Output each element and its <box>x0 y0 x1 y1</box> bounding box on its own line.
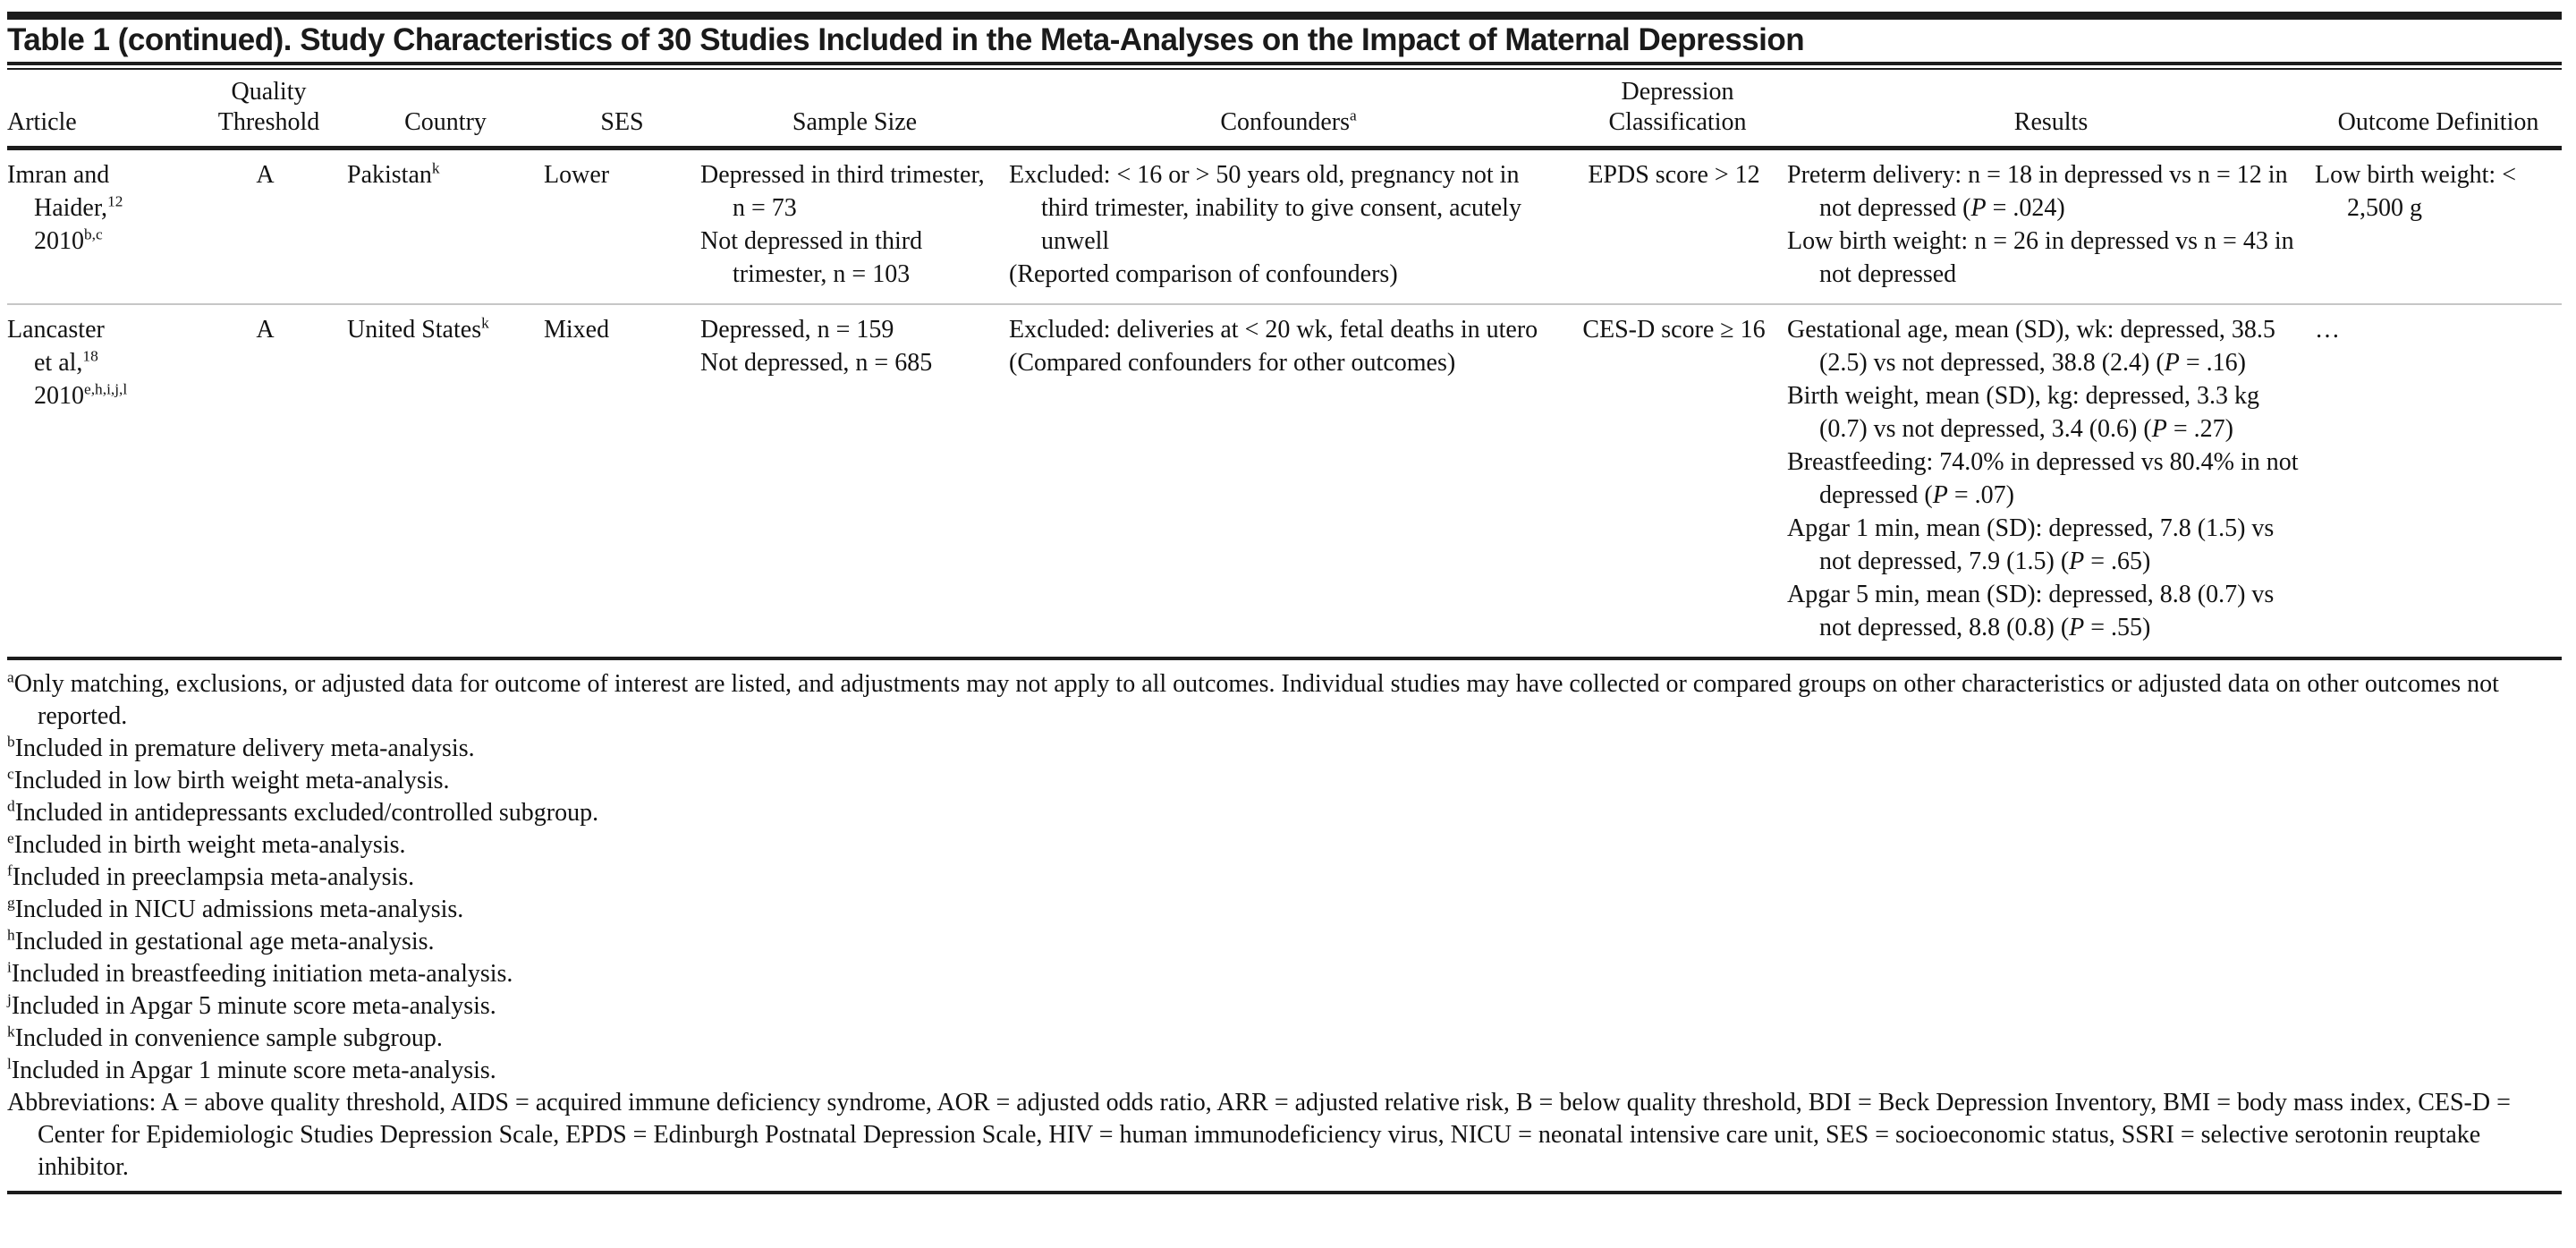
sample-size-entry: Depressed in third trimester, n = 73 <box>700 161 985 222</box>
confounders-entry: Excluded: deliveries at < 20 wk, fetal d… <box>1009 316 1538 344</box>
cell-ses: Lower <box>544 161 610 189</box>
article-line: et al,18 <box>34 347 98 377</box>
cell-quality-threshold: A <box>256 161 275 189</box>
column-header-outcome-definition: Outcome Definition <box>2315 70 2562 150</box>
table-title: Table 1 (continued). Study Characteristi… <box>7 22 1805 57</box>
footnote-k: kIncluded in convenience sample subgroup… <box>7 1023 443 1052</box>
column-header-confounders: Confoundersa <box>1009 70 1568 150</box>
page-root: Table 1 (continued). Study Characteristi… <box>0 12 2576 1248</box>
footnotes-section: aOnly matching, exclusions, or adjusted … <box>7 668 2562 1184</box>
results-entry: Apgar 5 min, mean (SD): depressed, 8.8 (… <box>1787 581 2275 641</box>
column-header-article: Article <box>7 70 191 150</box>
footnote-i: iIncluded in breastfeeding initiation me… <box>7 958 513 988</box>
bottom-rule <box>7 1191 2562 1194</box>
results-entry: Apgar 1 min, mean (SD): depressed, 7.8 (… <box>1787 514 2275 575</box>
cell-confounders: Excluded: < 16 or > 50 years old, pregna… <box>1009 149 1568 305</box>
table-header: Article Quality Threshold Country SES Sa… <box>7 70 2562 150</box>
cell-quality-threshold: A <box>191 303 347 658</box>
article-line: Haider,12 <box>34 192 123 222</box>
cell-results: Preterm delivery: n = 18 in depressed vs… <box>1787 149 2315 305</box>
article-line: 2010b,c <box>34 225 103 255</box>
column-header-quality-threshold: Quality Threshold <box>191 70 347 150</box>
abbreviations-note: Abbreviations: A = above quality thresho… <box>7 1089 2511 1181</box>
article-line: Lancaster <box>7 316 105 344</box>
cell-outcome-definition: Low birth weight: < 2,500 g <box>2315 149 2562 305</box>
sample-size-entry: Not depressed in third trimester, n = 10… <box>700 227 923 288</box>
footnote-c: cIncluded in low birth weight meta-analy… <box>7 765 450 794</box>
results-entry: Preterm delivery: n = 18 in depressed vs… <box>1787 161 2288 222</box>
title-double-rule <box>7 62 2562 70</box>
footnote-h: hIncluded in gestational age meta-analys… <box>7 926 435 955</box>
results-entry: Breastfeeding: 74.0% in depressed vs 80.… <box>1787 448 2299 509</box>
study-characteristics-table: Article Quality Threshold Country SES Sa… <box>7 70 2562 660</box>
column-header-country: Country <box>347 70 544 150</box>
column-header-results: Results <box>1787 70 2315 150</box>
column-header-ses: SES <box>544 70 700 150</box>
cell-depression-classification: CES-D score ≥ 16 <box>1568 303 1787 658</box>
sample-size-entry: Not depressed, n = 685 <box>700 349 933 377</box>
cell-depression-classification: EPDS score > 12 <box>1588 161 1760 189</box>
cell-sample-size: Depressed, n = 159 Not depressed, n = 68… <box>700 303 1009 658</box>
confounders-entry: (Reported comparison of confounders) <box>1009 260 1398 288</box>
header-row: Article Quality Threshold Country SES Sa… <box>7 70 2562 150</box>
cell-article: Imran and Haider,12 2010b,c <box>7 149 191 305</box>
footnote-e: eIncluded in birth weight meta-analysis. <box>7 829 406 859</box>
sample-size-entry: Depressed, n = 159 <box>700 316 894 344</box>
cell-ses: Mixed <box>544 303 700 658</box>
footnote-b: bIncluded in premature delivery meta-ana… <box>7 733 475 762</box>
cell-results: Gestational age, mean (SD), wk: depresse… <box>1787 303 2315 658</box>
table-row-lancaster: Lancaster et al,18 2010e,h,i,j,l A Unite… <box>7 303 2562 658</box>
article-line: 2010e,h,i,j,l <box>34 380 128 410</box>
footnote-l: lIncluded in Apgar 1 minute score meta-a… <box>7 1055 496 1084</box>
cell-country: United Statesk <box>347 303 544 658</box>
cell-article: Lancaster et al,18 2010e,h,i,j,l <box>7 303 191 658</box>
article-line: Imran and <box>7 161 110 189</box>
column-header-depression-classification: Depression Classification <box>1568 70 1787 150</box>
results-entry: Low birth weight: n = 26 in depressed vs… <box>1787 227 2294 288</box>
cell-sample-size: Depressed in third trimester, n = 73 Not… <box>700 149 1009 305</box>
cell-outcome-definition: … <box>2315 303 2562 658</box>
top-rule-bar <box>7 12 2562 20</box>
cell-confounders: Excluded: deliveries at < 20 wk, fetal d… <box>1009 303 1568 658</box>
footnote-j: jIncluded in Apgar 5 minute score meta-a… <box>7 990 496 1020</box>
footnote-a: aOnly matching, exclusions, or adjusted … <box>7 668 2499 730</box>
confounders-entry: Excluded: < 16 or > 50 years old, pregna… <box>1009 161 1521 255</box>
outcome-definition-entry: Low birth weight: < 2,500 g <box>2315 161 2516 222</box>
table-row-imran-haider: Imran and Haider,12 2010b,c A Pakistank … <box>7 149 2562 305</box>
results-entry: Gestational age, mean (SD), wk: depresse… <box>1787 316 2275 377</box>
footnote-g: gIncluded in NICU admissions meta-analys… <box>7 894 464 923</box>
outcome-definition-entry: … <box>2315 316 2340 344</box>
confounders-entry: (Compared confounders for other outcomes… <box>1009 349 1456 377</box>
column-header-sample-size: Sample Size <box>700 70 1009 150</box>
footnote-d: dIncluded in antidepressants excluded/co… <box>7 797 599 827</box>
results-entry: Birth weight, mean (SD), kg: depressed, … <box>1787 382 2260 443</box>
cell-country: Pakistank <box>347 159 440 189</box>
footnote-f: fIncluded in preeclampsia meta-analysis. <box>7 862 415 891</box>
